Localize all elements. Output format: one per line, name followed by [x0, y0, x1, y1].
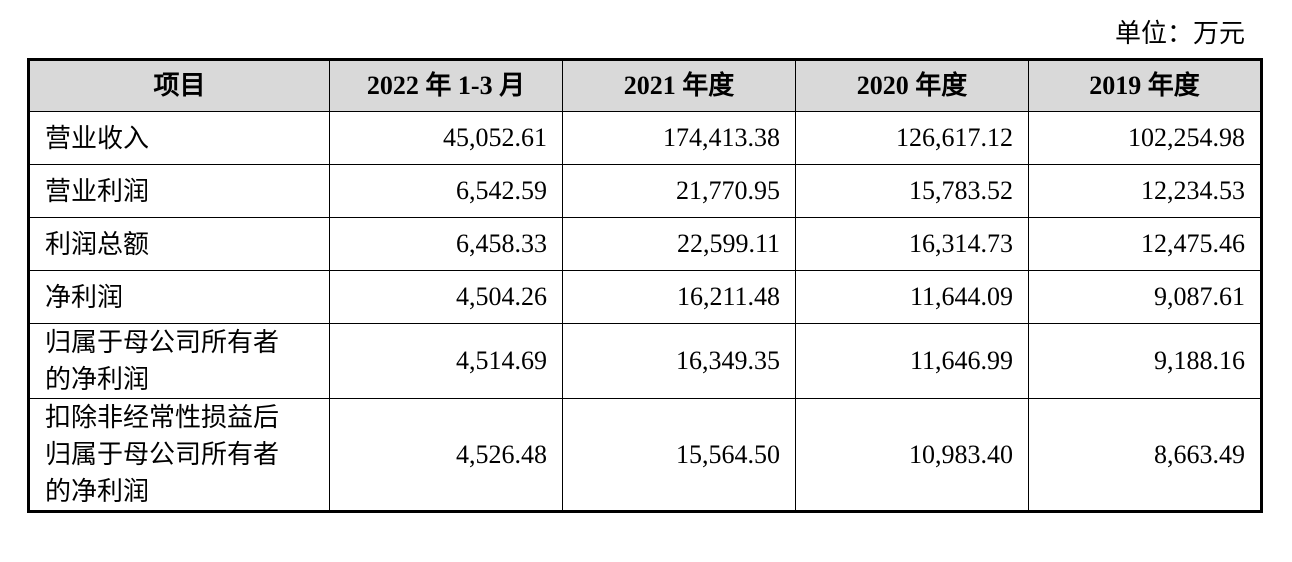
unit-label: 单位：万元 — [1114, 19, 1245, 48]
value-cell: 174,413.38 — [562, 111, 796, 165]
value-cell: 22,599.11 — [562, 217, 796, 271]
header-cell: 项目 — [28, 59, 330, 112]
value-cell: 15,783.52 — [795, 164, 1029, 218]
value-cell: 6,458.33 — [329, 217, 563, 271]
table-row: 归属于母公司所有者的净利润 4,514.69 16,349.35 11,646.99 9… — [28, 323, 1262, 399]
value-cell: 4,504.26 — [329, 270, 563, 324]
table-row: 净利润 4,504.26 16,211.48 11,644.09 9,087.61 — [28, 270, 1262, 324]
value-cell: 8,663.49 — [1028, 398, 1262, 512]
row-label: 归属于母公司所有者的净利润 — [45, 328, 280, 394]
value-cell: 10,983.40 — [795, 398, 1029, 512]
row-label-cell: 归属于母公司所有者的净利润 — [28, 323, 330, 399]
financial-table: 项目 2022 年 1-3 月 2021 年度 2020 年度 2019 年度 营业收入… — [27, 58, 1263, 513]
value-cell: 9,188.16 — [1028, 323, 1262, 399]
value-cell: 16,349.35 — [562, 323, 796, 399]
row-label-cell: 营业收入 — [28, 111, 330, 165]
row-label-cell: 扣除非经常性损益后归属于母公司所有者的净利润 — [28, 398, 330, 512]
value-cell: 16,314.73 — [795, 217, 1029, 271]
table-row: 营业利润 6,542.59 21,770.95 15,783.52 12,234.53 — [28, 164, 1262, 218]
header-cell: 2021 年度 — [562, 59, 796, 112]
value-cell: 6,542.59 — [329, 164, 563, 218]
value-cell: 11,646.99 — [795, 323, 1029, 399]
value-cell: 4,526.48 — [329, 398, 563, 512]
table-row: 营业收入 45,052.61 174,413.38 126,617.12 102,254… — [28, 111, 1262, 165]
value-cell: 21,770.95 — [562, 164, 796, 218]
value-cell: 15,564.50 — [562, 398, 796, 512]
header-row: 项目 2022 年 1-3 月 2021 年度 2020 年度 2019 年度 — [28, 59, 1262, 112]
value-cell: 126,617.12 — [795, 111, 1029, 165]
header-cell: 2019 年度 — [1028, 59, 1262, 112]
value-cell: 102,254.98 — [1028, 111, 1262, 165]
row-label-cell: 营业利润 — [28, 164, 330, 218]
row-label-cell: 净利润 — [28, 270, 330, 324]
row-label-cell: 利润总额 — [28, 217, 330, 271]
value-cell: 4,514.69 — [329, 323, 563, 399]
table-body: 营业收入 45,052.61 174,413.38 126,617.12 102,254… — [28, 111, 1262, 512]
row-label: 净利润 — [45, 282, 124, 312]
row-label: 营业收入 — [45, 123, 150, 153]
value-cell: 12,475.46 — [1028, 217, 1262, 271]
value-cell: 12,234.53 — [1028, 164, 1262, 218]
table-row: 扣除非经常性损益后归属于母公司所有者的净利润 4,526.48 15,564.50 1… — [28, 398, 1262, 512]
value-cell: 9,087.61 — [1028, 270, 1262, 324]
header-cell: 2020 年度 — [795, 59, 1029, 112]
value-cell: 16,211.48 — [562, 270, 796, 324]
row-label: 营业利润 — [45, 176, 150, 206]
header-cell: 2022 年 1-3 月 — [329, 59, 563, 112]
row-label: 扣除非经常性损益后归属于母公司所有者的净利润 — [45, 403, 280, 506]
value-cell: 45,052.61 — [329, 111, 563, 165]
table-row: 利润总额 6,458.33 22,599.11 16,314.73 12,475.46 — [28, 217, 1262, 271]
value-cell: 11,644.09 — [795, 270, 1029, 324]
row-label: 利润总额 — [45, 229, 150, 259]
